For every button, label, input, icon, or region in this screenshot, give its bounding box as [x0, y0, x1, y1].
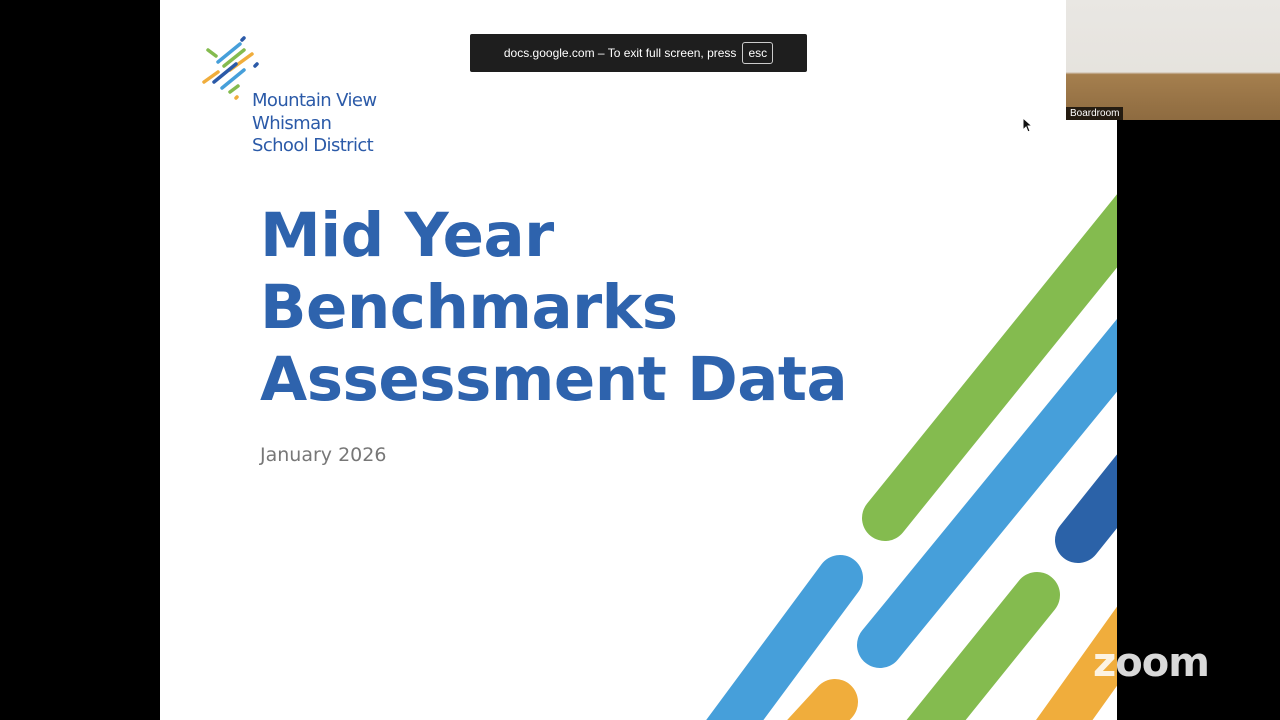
district-logo-text: Mountain View Whisman School District — [252, 90, 377, 158]
video-label: Boardroom — [1066, 107, 1124, 120]
logo-line: Mountain View — [252, 90, 377, 111]
title-line: Mid Year — [260, 200, 554, 271]
district-logo-icon — [202, 36, 259, 100]
title-line: Assessment Data — [260, 344, 848, 415]
stripe-orange-right — [1036, 606, 1117, 720]
mouse-cursor-icon — [1022, 117, 1032, 133]
stripe-green-bottom — [906, 572, 1060, 720]
slide-date: January 2026 — [260, 444, 387, 466]
esc-key-hint: esc — [742, 42, 774, 64]
logo-line: Whisman — [252, 112, 332, 134]
fullscreen-message: docs.google.com – To exit full screen, p… — [503, 46, 737, 60]
presentation-slide: Mountain View Whisman School District Mi… — [160, 0, 1117, 720]
stripe-dark-blue — [1055, 454, 1117, 563]
fullscreen-notice: docs.google.com – To exit full screen, p… — [470, 34, 807, 72]
stripe-blue-long — [857, 319, 1117, 668]
decorative-stripes — [706, 194, 1117, 720]
stripe-orange-small — [787, 679, 858, 720]
zoom-watermark: zoom — [1093, 640, 1210, 686]
slide-title: Mid Year Benchmarks Assessment Data — [260, 200, 848, 416]
stripe-blue-bottom — [706, 555, 863, 720]
logo-line: School District — [252, 135, 374, 156]
video-thumbnail[interactable]: Boardroom — [1066, 0, 1280, 120]
stripe-green-top — [862, 194, 1117, 541]
title-line: Benchmarks — [260, 272, 678, 343]
